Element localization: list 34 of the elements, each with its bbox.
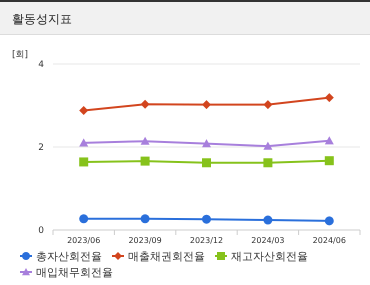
x-tick-label: 2023/09 [128, 236, 162, 245]
point [202, 139, 211, 148]
point [324, 136, 334, 144]
y-tick-label: 4 [38, 60, 44, 70]
legend-label: 총자산회전율 [36, 250, 102, 263]
y-tick-label: 2 [38, 143, 44, 153]
point [140, 214, 150, 224]
point [324, 93, 334, 102]
point [140, 100, 150, 109]
point [79, 157, 88, 166]
x-tick-label: 2024/03 [251, 236, 285, 245]
x-tick-label: 2023/12 [190, 236, 224, 245]
point [79, 138, 88, 146]
point [324, 216, 334, 226]
point [263, 158, 272, 168]
point [202, 214, 211, 224]
x-tick-label: 2023/06 [67, 236, 100, 245]
point [140, 156, 150, 166]
point [79, 106, 88, 115]
point [263, 100, 272, 110]
y-tick-label: 0 [38, 226, 44, 236]
point [202, 158, 211, 168]
point [324, 156, 334, 166]
legend-label: 매입채무회전율 [36, 266, 113, 279]
point [140, 136, 150, 145]
legend-label: 재고자산회전율 [231, 250, 308, 263]
point [202, 100, 211, 110]
y-axis-title: [회] [12, 50, 28, 60]
chart-title: 활동성지표 [12, 12, 72, 26]
point [263, 216, 272, 225]
point [263, 142, 272, 150]
legend-label: 매출채권회전율 [128, 250, 205, 263]
point [79, 214, 88, 224]
x-tick-label: 2024/06 [312, 236, 346, 245]
